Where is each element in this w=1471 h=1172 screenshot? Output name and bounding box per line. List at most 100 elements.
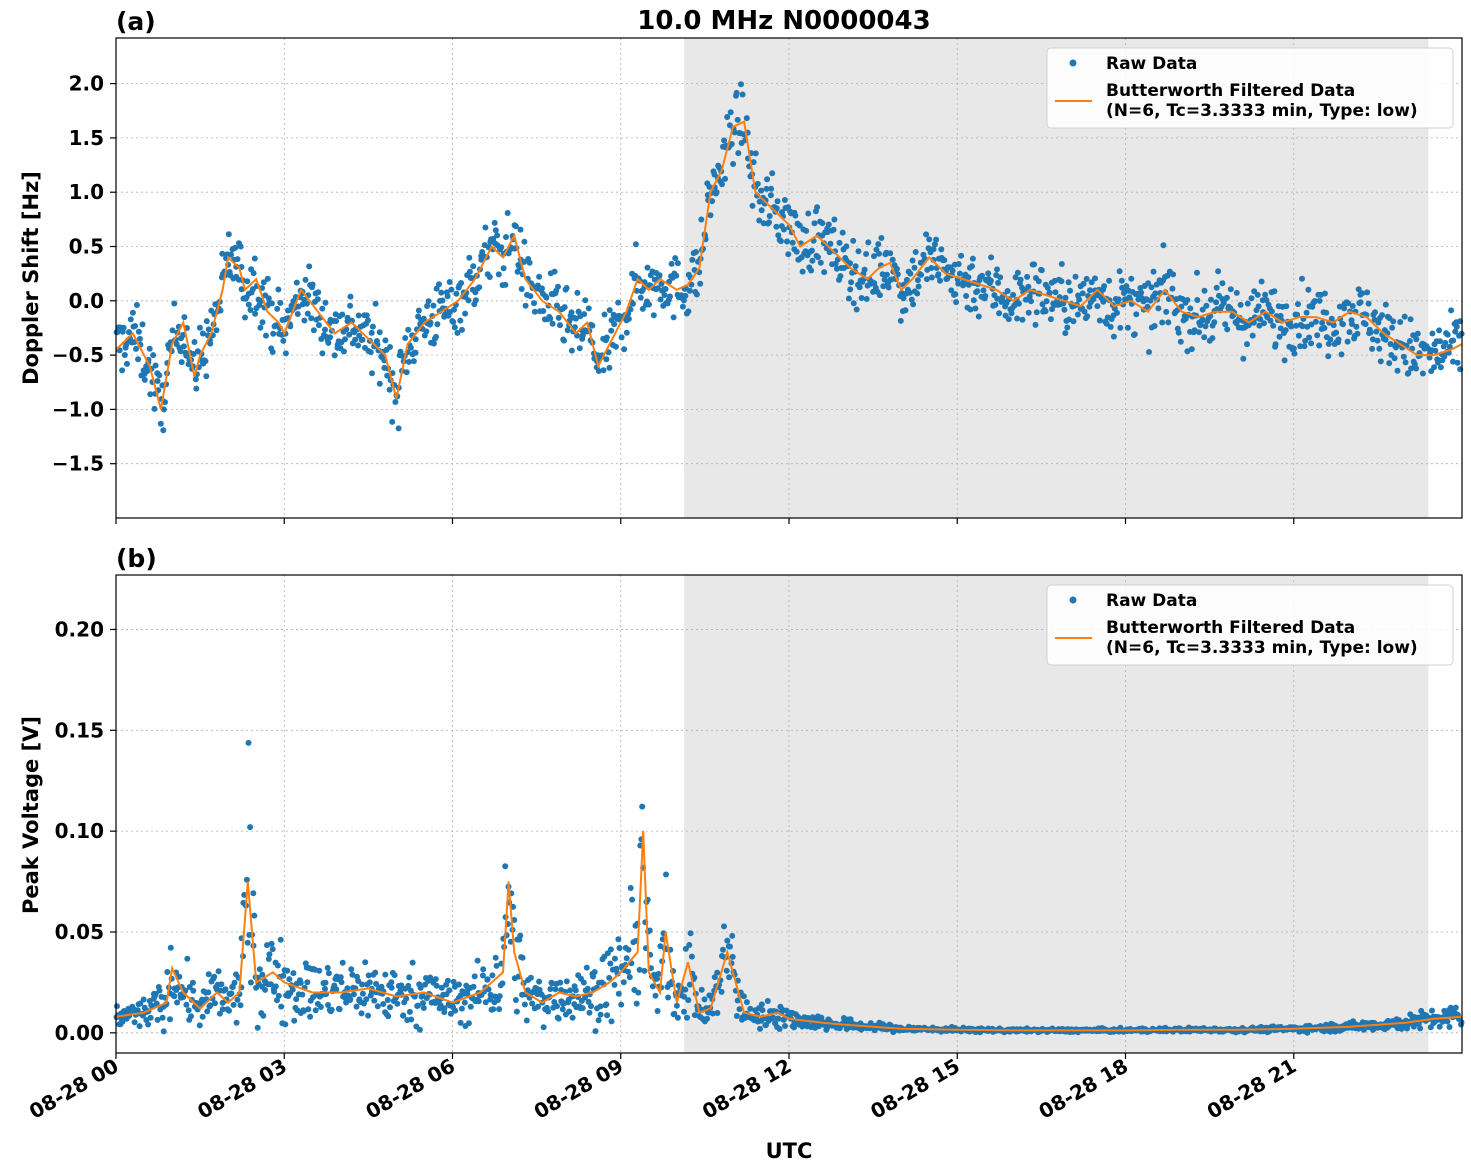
raw-data-point (286, 976, 293, 983)
raw-data-point (1312, 318, 1319, 325)
raw-data-point (845, 295, 852, 302)
raw-data-point (1101, 283, 1108, 290)
raw-data-point (467, 1003, 474, 1010)
raw-data-point (1163, 308, 1170, 315)
raw-data-point (278, 1003, 285, 1010)
raw-data-point (782, 1023, 788, 1029)
panel-b-y-tick-label: 0.10 (55, 819, 104, 843)
raw-data-point (256, 966, 263, 973)
raw-data-point (766, 213, 773, 219)
raw-data-point (1387, 341, 1394, 347)
raw-data-point (1070, 318, 1077, 325)
raw-data-point (352, 336, 359, 343)
raw-data-point (147, 1014, 154, 1021)
raw-data-point (271, 988, 278, 995)
raw-data-point (607, 960, 614, 967)
panel-a-y-tick-label: 2.0 (69, 72, 104, 96)
panel-b-filtered-line (115, 831, 1463, 1032)
raw-data-point (646, 927, 653, 934)
raw-data-point (178, 359, 185, 366)
raw-data-point (378, 983, 385, 990)
raw-data-point (621, 346, 628, 353)
raw-data-point (910, 301, 917, 308)
raw-data-point (1452, 328, 1459, 335)
raw-data-point (554, 302, 560, 309)
raw-data-point (903, 276, 910, 283)
raw-data-point (476, 284, 483, 291)
raw-data-point (1306, 334, 1313, 341)
raw-data-point (433, 982, 440, 989)
raw-data-point (451, 324, 458, 331)
raw-data-point (494, 232, 501, 239)
raw-data-point (268, 300, 275, 307)
raw-data-point (656, 272, 663, 279)
raw-data-point (1327, 336, 1334, 343)
raw-data-point (780, 226, 787, 233)
raw-data-point (502, 863, 509, 870)
raw-data-point (1301, 343, 1308, 350)
raw-data-point (1429, 330, 1436, 337)
raw-data-point (269, 349, 276, 355)
raw-data-point (625, 315, 632, 322)
panel-a: −1.5 −1.0 −0.5 0.0 0.5 1.0 1.5 2.0 (a) Doppler … (19, 7, 1465, 524)
raw-data-point (342, 336, 348, 343)
raw-data-point (574, 289, 581, 296)
raw-data-point (796, 222, 803, 229)
raw-data-point (713, 189, 720, 196)
raw-data-point (156, 372, 163, 379)
raw-data-point (205, 326, 212, 333)
raw-data-point (757, 1025, 763, 1032)
raw-data-point (545, 1008, 552, 1015)
raw-data-point (495, 271, 502, 278)
raw-data-point (552, 986, 559, 993)
raw-data-point (260, 279, 267, 286)
raw-data-point (359, 981, 366, 988)
panel-a-x-ticks (115, 518, 1295, 524)
raw-data-point (1107, 323, 1114, 330)
raw-data-point (730, 161, 737, 167)
raw-data-point (721, 923, 727, 930)
raw-data-point (625, 946, 632, 953)
raw-data-point (247, 824, 254, 831)
raw-data-point (1257, 316, 1264, 323)
raw-data-point (686, 981, 693, 988)
raw-data-point (347, 293, 354, 300)
raw-data-point (601, 311, 608, 318)
raw-data-point (388, 984, 395, 991)
raw-data-point (911, 264, 918, 271)
raw-data-point (956, 270, 963, 277)
raw-data-point (674, 1014, 681, 1021)
raw-data-point (1321, 1028, 1327, 1035)
raw-data-point (949, 267, 956, 274)
raw-data-point (347, 996, 354, 1003)
raw-data-point (490, 235, 497, 242)
raw-data-point (995, 279, 1002, 286)
raw-data-point (487, 996, 494, 1003)
raw-data-point (863, 296, 870, 302)
raw-data-point (160, 406, 167, 413)
raw-data-point (472, 297, 479, 304)
raw-data-point (543, 294, 550, 301)
raw-data-point (436, 281, 442, 288)
raw-data-point (193, 385, 200, 392)
raw-data-point (1170, 271, 1177, 278)
raw-data-point (363, 312, 370, 319)
raw-data-point (1244, 300, 1251, 307)
raw-data-point (328, 1006, 335, 1013)
raw-data-point (131, 1019, 138, 1026)
raw-data-point (592, 1028, 599, 1035)
panel-b-y-ticks: 0.00 0.05 0.10 0.15 0.20 (55, 617, 116, 1045)
raw-data-point (513, 1008, 520, 1015)
raw-data-point (848, 279, 855, 286)
raw-data-point (459, 326, 465, 333)
x-tick-label: 08-28 03 (193, 1054, 291, 1124)
raw-data-point (600, 367, 607, 374)
raw-data-point (114, 1003, 120, 1010)
raw-data-point (511, 917, 518, 923)
raw-data-point (597, 1011, 604, 1018)
raw-data-point (709, 1010, 716, 1017)
raw-data-point (687, 930, 694, 937)
raw-data-point (438, 289, 445, 296)
raw-data-point (618, 334, 625, 341)
raw-data-point (219, 250, 226, 257)
